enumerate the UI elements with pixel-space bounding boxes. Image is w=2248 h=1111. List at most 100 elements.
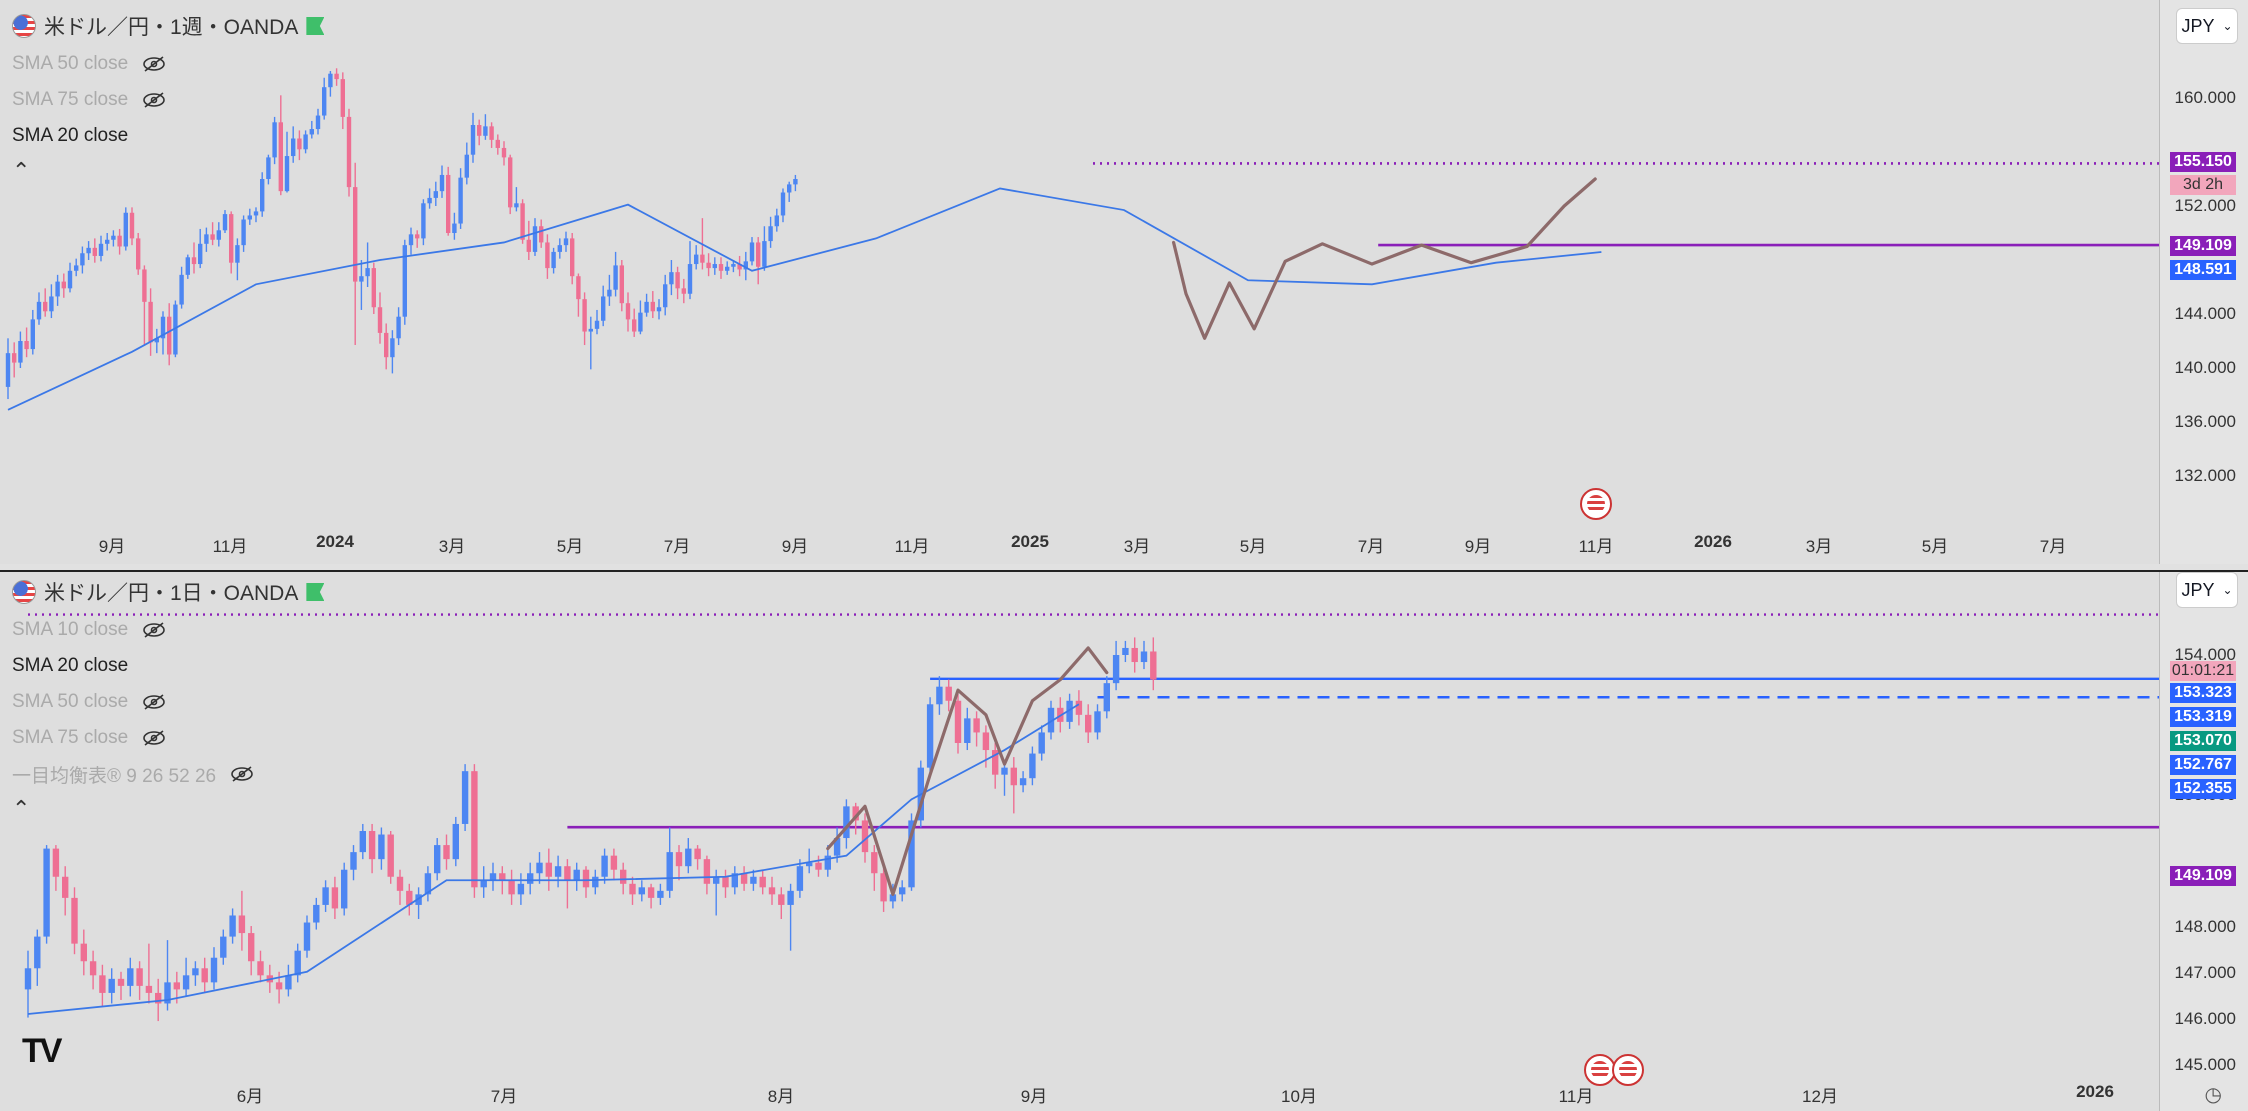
daily-chart-pane[interactable]: 米ドル／円・1日・OANDA SMA 10 close SMA 20 close… <box>0 570 2248 1111</box>
candle-body <box>778 894 785 905</box>
time-axis-label: 7月 <box>663 537 691 556</box>
candle-body <box>545 862 552 877</box>
daily-chart-canvas[interactable] <box>0 572 2160 1078</box>
candle-body <box>607 289 612 297</box>
candle-body <box>390 338 395 358</box>
candle-body <box>539 226 544 243</box>
eye-off-icon[interactable] <box>142 730 166 746</box>
candle-body <box>706 262 711 269</box>
hand-drawn-pattern <box>1172 177 1597 340</box>
weekly-indicator-sma50[interactable]: SMA 50 close <box>12 46 324 82</box>
weekly-chart-pane[interactable]: 米ドル／円・1週・OANDA SMA 50 close SMA 75 close… <box>0 0 2248 564</box>
candle-body <box>861 820 869 853</box>
daily-indicator-ichimoku[interactable]: 一目均衡表® 9 26 52 26 <box>12 756 324 792</box>
daily-indicator-sma75[interactable]: SMA 75 close <box>12 720 324 756</box>
tradingview-logo[interactable]: TV <box>22 1032 62 1070</box>
candle-body <box>5 353 11 387</box>
candle-body <box>179 274 184 305</box>
candle-body <box>421 203 426 239</box>
candle-body <box>266 157 271 179</box>
candle-body <box>191 257 197 265</box>
candle-body <box>527 873 534 884</box>
time-axis-label: 3月 <box>438 537 466 556</box>
price-tick: 152.000 <box>2174 196 2236 215</box>
economic-event-icon[interactable] <box>1580 488 1612 520</box>
candle-body <box>1140 651 1148 663</box>
candle-body <box>303 922 311 951</box>
candle-body <box>241 219 246 246</box>
candle-body <box>625 303 631 320</box>
candle-body <box>52 848 60 877</box>
currency-select[interactable]: JPY ⌄ <box>2176 8 2238 44</box>
clock-icon[interactable]: ◷ <box>2204 1084 2222 1106</box>
weekly-indicator-sma75[interactable]: SMA 75 close <box>12 82 324 118</box>
candle-body <box>656 307 662 312</box>
candle-body <box>61 281 66 289</box>
candle-body <box>377 307 383 333</box>
weekly-chart-canvas[interactable] <box>0 0 2160 528</box>
weekly-indicator-sma20[interactable]: SMA 20 close <box>12 118 324 154</box>
candle-body <box>415 234 420 239</box>
daily-symbol-row[interactable]: 米ドル／円・1日・OANDA <box>12 572 325 612</box>
candle-body <box>185 257 190 275</box>
candle-body <box>926 704 934 768</box>
green-flag-icon[interactable] <box>306 583 325 601</box>
candle-body <box>452 223 457 233</box>
daily-legend: 米ドル／円・1日・OANDA SMA 10 close SMA 20 close… <box>12 572 325 824</box>
candle-body <box>787 890 794 905</box>
sma-line <box>7 187 1602 411</box>
eye-off-icon[interactable] <box>142 694 166 710</box>
candle-body <box>694 254 699 265</box>
currency-select[interactable]: JPY ⌄ <box>2176 572 2238 608</box>
candle-body <box>204 234 209 244</box>
candle-body <box>1122 647 1129 655</box>
daily-price-axis[interactable]: JPY ⌄ 154.000 150.000 148.000 147.000 14… <box>2159 572 2248 1111</box>
daily-indicator-sma20[interactable]: SMA 20 close <box>12 648 324 684</box>
candle-body <box>154 338 159 343</box>
time-axis-label: 3月 <box>1123 537 1151 556</box>
time-axis-label: 9月 <box>1020 1087 1048 1106</box>
candle-body <box>74 265 79 271</box>
eye-off-icon[interactable] <box>142 56 166 72</box>
candle-body <box>461 771 469 824</box>
daily-time-axis[interactable]: 6月 7月 8月 9月 10月 11月 12月 2026 <box>0 1078 2160 1106</box>
price-tag-level-blue2: 153.319 <box>2170 707 2236 727</box>
daily-indicator-sma10[interactable]: SMA 10 close <box>12 612 324 648</box>
candle-body <box>871 852 878 874</box>
collapse-legend-icon[interactable]: ⌃ <box>12 158 31 183</box>
candle-body <box>749 242 755 262</box>
candle-body <box>408 234 414 246</box>
economic-event-icon[interactable] <box>1612 1054 1644 1086</box>
time-axis-label: 2026 <box>1694 532 1732 551</box>
eye-off-icon[interactable] <box>230 766 254 782</box>
price-tick: 145.000 <box>2174 1055 2236 1074</box>
candle-body <box>98 243 104 256</box>
weekly-time-axis[interactable]: 9月 11月 2024 3月 5月 7月 9月 11月 2025 3月 5月 7月 9月 11月 2026 3… <box>0 528 2160 556</box>
green-flag-icon[interactable] <box>306 17 325 35</box>
candle-body <box>136 968 143 986</box>
daily-indicator-sma50[interactable]: SMA 50 close <box>12 684 324 720</box>
candle-body <box>638 887 645 895</box>
candle-body <box>731 264 736 267</box>
candle-body <box>1094 711 1101 733</box>
eye-off-icon[interactable] <box>142 92 166 108</box>
candle-body <box>514 203 519 208</box>
candle-body <box>620 869 627 884</box>
candle-body <box>644 301 649 313</box>
economic-event-icon[interactable] <box>1584 1054 1616 1086</box>
candle-body <box>182 975 190 990</box>
candle-body <box>117 235 122 247</box>
candle-body <box>34 936 41 969</box>
eye-off-icon[interactable] <box>142 622 166 638</box>
time-axis-label: 7月 <box>2039 537 2067 556</box>
weekly-symbol-row[interactable]: 米ドル／円・1週・OANDA <box>12 6 325 46</box>
price-tag-sma2: 152.355 <box>2170 779 2236 799</box>
candle-body <box>297 138 302 150</box>
candle-body <box>129 212 135 239</box>
weekly-price-axis[interactable]: JPY ⌄ 160.000 152.000 144.000 140.000 13… <box>2159 0 2248 564</box>
collapse-legend-icon[interactable]: ⌃ <box>12 796 31 821</box>
candle-body <box>610 855 618 870</box>
candle-body <box>1085 714 1092 733</box>
candle-body <box>433 191 438 198</box>
candle-body <box>564 866 571 881</box>
